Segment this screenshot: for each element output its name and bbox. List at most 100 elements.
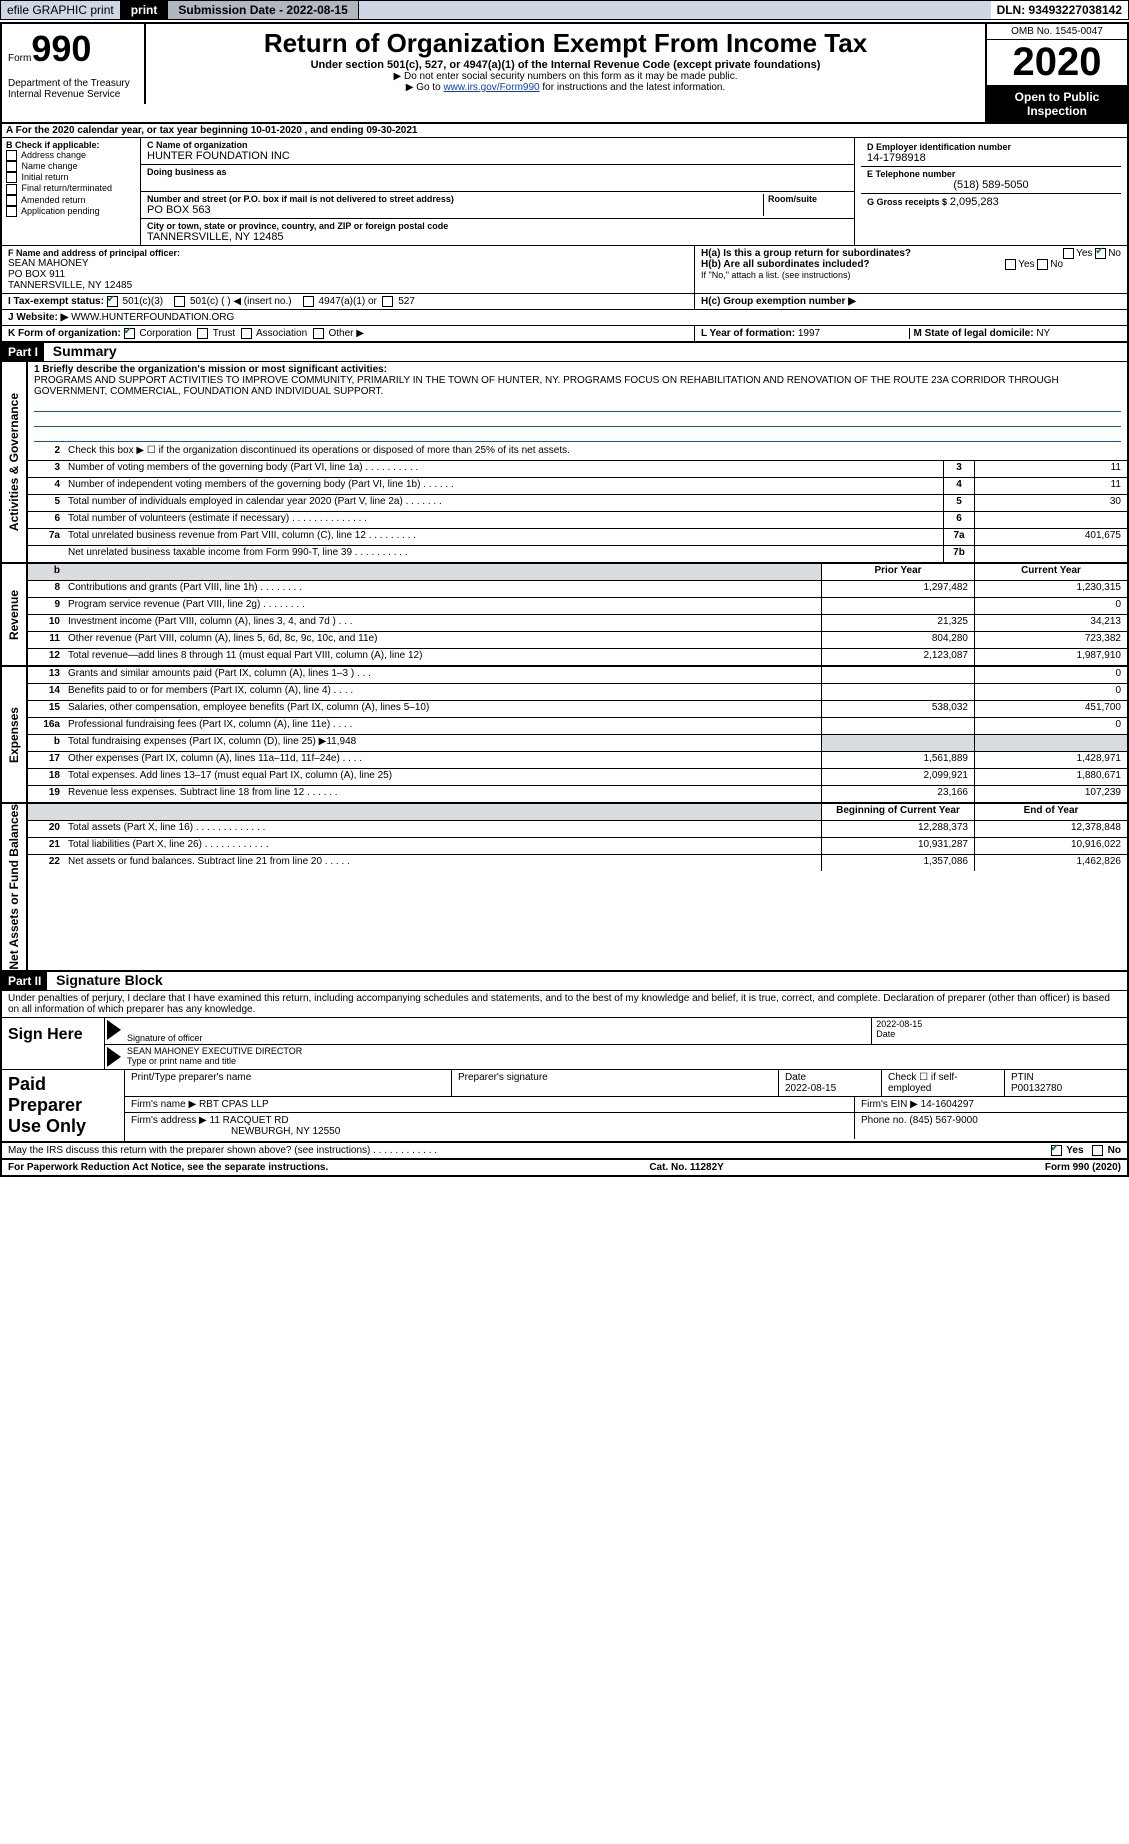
page-footer: For Paperwork Reduction Act Notice, see … [2,1160,1127,1175]
row-a-period: A For the 2020 calendar year, or tax yea… [2,124,1127,138]
org-name: HUNTER FOUNDATION INC [147,150,848,162]
tel-label: E Telephone number [867,169,1115,179]
cb-name-change[interactable] [6,161,17,172]
part1-title: Summary [47,341,123,361]
header-right: OMB No. 1545-0047 2020 Open to Public In… [985,24,1127,122]
officer-name-title: SEAN MAHONEY EXECUTIVE DIRECTOR [127,1046,1123,1056]
line16a: Professional fundraising fees (Part IX, … [64,718,821,734]
col-d: D Employer identification number 14-1798… [855,138,1127,245]
dept-line2: Internal Revenue Service [8,89,120,100]
mission-block: 1 Briefly describe the organization's mi… [28,362,1127,444]
firm-ein-label: Firm's EIN ▶ [861,1099,918,1110]
line3: Number of voting members of the governin… [64,461,943,477]
firm-phone: (845) 567-9000 [909,1115,977,1126]
cb-initial-return[interactable] [6,172,17,183]
section-bcd: B Check if applicable: Address change Na… [2,138,1127,246]
cb-501c[interactable] [174,296,185,307]
section-revenue: Revenue bPrior YearCurrent Year 8Contrib… [2,564,1127,667]
line21: Total liabilities (Part X, line 26) . . … [64,838,821,854]
firm-addr2: NEWBURGH, NY 12550 [131,1126,340,1137]
line22: Net assets or fund balances. Subtract li… [64,855,821,871]
cb-application-pending[interactable] [6,206,17,217]
side-expenses: Expenses [2,667,28,802]
ssn-warning: ▶ Do not enter social security numbers o… [152,71,979,82]
line14: Benefits paid to or for members (Part IX… [64,684,821,700]
hb-no[interactable] [1037,259,1048,270]
form-header: Form990 Department of the Treasury Inter… [2,24,1127,124]
hb-note: If "No," attach a list. (see instruction… [701,270,1121,280]
line15: Salaries, other compensation, employee b… [64,701,821,717]
row-j-website: J Website: ▶ WWW.HUNTERFOUNDATION.ORG [2,310,1127,326]
line16b: Total fundraising expenses (Part IX, col… [64,735,821,751]
state-domicile: NY [1036,328,1050,339]
row-klm: K Form of organization: Corporation Trus… [2,326,1127,343]
line7b: Net unrelated business taxable income fr… [64,546,943,562]
form990-link[interactable]: www.irs.gov/Form990 [443,82,539,93]
print-button[interactable]: print [121,1,169,19]
officer-name: SEAN MAHONEY [8,258,688,269]
line6: Total number of volunteers (estimate if … [64,512,943,528]
hb-yes[interactable] [1005,259,1016,270]
cb-association[interactable] [241,328,252,339]
l-label: L Year of formation: [701,328,795,339]
ha-no[interactable] [1095,248,1106,259]
cb-final-return[interactable] [6,184,17,195]
sig-date-label: Date [876,1029,1123,1039]
line5: Total number of individuals employed in … [64,495,943,511]
begin-year-h: Beginning of Current Year [821,804,974,820]
cb-4947[interactable] [303,296,314,307]
mission-text: PROGRAMS AND SUPPORT ACTIVITIES TO IMPRO… [34,375,1059,397]
form-subtitle: Under section 501(c), 527, or 4947(a)(1)… [152,59,979,71]
discuss-yes[interactable] [1051,1145,1062,1156]
h-group: H(a) Is this a group return for subordin… [695,246,1127,293]
tax-year: 2020 [987,40,1127,86]
line8: Contributions and grants (Part VIII, lin… [64,581,821,597]
part1-tag: Part I [2,343,44,361]
b-title: B Check if applicable: [6,140,136,150]
end-year-h: End of Year [974,804,1127,820]
line18: Total expenses. Add lines 13–17 (must eq… [64,769,821,785]
self-employed: Check ☐ if self-employed [882,1070,1005,1096]
dba-label: Doing business as [147,167,848,177]
cb-501c3[interactable] [107,296,118,307]
firm-addr1: 11 RACQUET RD [210,1115,289,1126]
cb-corporation[interactable] [124,328,135,339]
firm-name: RBT CPAS LLP [199,1099,269,1110]
ein-value: 14-1798918 [867,152,1115,164]
gross-label: G Gross receipts $ [867,197,947,207]
val7a: 401,675 [974,529,1127,545]
part2-tag: Part II [2,972,47,990]
city-label: City or town, state or province, country… [147,221,848,231]
val5: 30 [974,495,1127,511]
side-governance: Activities & Governance [2,362,28,562]
line13: Grants and similar amounts paid (Part IX… [64,667,821,683]
c-name-label: C Name of organization [147,140,848,150]
principal-officer: F Name and address of principal officer:… [2,246,695,293]
efile-label: efile GRAPHIC print [1,1,121,19]
ha-yes[interactable] [1063,248,1074,259]
val7b [974,546,1127,562]
discuss-no[interactable] [1092,1145,1103,1156]
line7a: Total unrelated business revenue from Pa… [64,529,943,545]
prior-year-h: Prior Year [821,564,974,580]
cb-trust[interactable] [197,328,208,339]
sign-here-label: Sign Here [2,1018,105,1069]
line19: Revenue less expenses. Subtract line 18 … [64,786,821,802]
part2-title: Signature Block [50,970,169,990]
officer-addr1: PO BOX 911 [8,269,688,280]
hb-label: H(b) Are all subordinates included? [701,259,870,270]
col-c-org: C Name of organization HUNTER FOUNDATION… [141,138,855,245]
current-year-h: Current Year [974,564,1127,580]
cb-527[interactable] [382,296,393,307]
header-center: Return of Organization Exempt From Incom… [146,24,985,122]
omb-number: OMB No. 1545-0047 [987,24,1127,40]
pra-notice: For Paperwork Reduction Act Notice, see … [8,1162,328,1173]
line1-label: 1 Briefly describe the organization's mi… [34,364,387,375]
sig-officer-label: Signature of officer [127,1033,867,1043]
cb-amended[interactable] [6,195,17,206]
prep-label: Paid Preparer Use Only [2,1070,125,1141]
form-id: Form990 [2,24,146,74]
cb-address-change[interactable] [6,150,17,161]
cb-other[interactable] [313,328,324,339]
submission-date: Submission Date - 2022-08-15 [168,1,358,19]
